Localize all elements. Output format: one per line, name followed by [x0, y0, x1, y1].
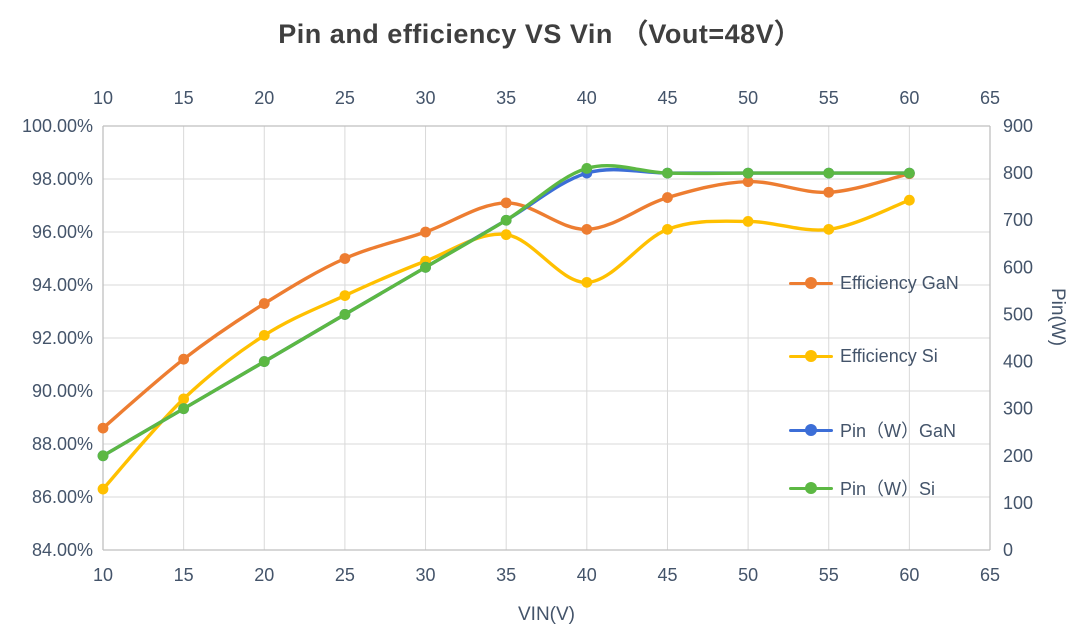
x-axis-bottom-tick-label: 10: [93, 565, 113, 585]
y-right-tick-label: 0: [1003, 540, 1013, 560]
y-right-tick-label: 400: [1003, 352, 1033, 372]
data-point-0: [662, 192, 673, 203]
data-point-1: [903, 194, 915, 206]
data-point-0: [258, 298, 270, 309]
x-axis-top-tick-label: 10: [93, 88, 113, 108]
y-right-tick-label: 700: [1003, 210, 1033, 230]
data-point-1: [258, 329, 270, 341]
data-point-3: [258, 356, 270, 367]
data-point-0: [742, 176, 754, 188]
y-right-tick-label: 500: [1003, 304, 1033, 324]
x-axis-top-tick-label: 30: [416, 88, 436, 108]
data-point-3: [420, 261, 431, 273]
data-point-3: [662, 167, 673, 179]
y-left-tick-label: 84.00%: [32, 540, 93, 560]
y-right-tick-label: 200: [1003, 446, 1033, 466]
x-axis-bottom-tick-label: 65: [980, 565, 1000, 585]
x-axis-bottom-tick-label: 35: [496, 565, 516, 585]
x-axis-bottom-tick-label: 40: [577, 565, 597, 585]
x-axis-bottom-tick-label: 15: [174, 565, 194, 585]
y-right-tick-label: 100: [1003, 493, 1033, 513]
data-point-3: [742, 167, 754, 179]
y-left-tick-label: 92.00%: [32, 328, 93, 348]
x-axis-bottom-tick-label: 55: [819, 565, 839, 585]
data-point-3: [178, 403, 190, 415]
data-point-1: [742, 216, 754, 227]
x-axis-top-tick-label: 35: [496, 88, 516, 108]
data-point-1: [823, 223, 835, 235]
data-point-1: [178, 393, 190, 405]
data-point-3: [500, 214, 512, 226]
chart-title: Pin and efficiency VS Vin （Vout=48V）: [278, 19, 802, 49]
data-point-3: [903, 167, 915, 179]
y-left-tick-label: 98.00%: [32, 169, 93, 189]
y-left-tick-label: 88.00%: [32, 434, 93, 454]
y-right-tick-label: 800: [1003, 163, 1033, 183]
y-right-tick-label: 900: [1003, 116, 1033, 136]
x-axis-bottom-tick-label: 60: [899, 565, 919, 585]
x-axis-bottom-tick-label: 30: [416, 565, 436, 585]
y-left-tick-label: 96.00%: [32, 222, 93, 242]
x-axis-top-tick-label: 60: [899, 88, 919, 108]
data-point-0: [581, 223, 593, 235]
y-left-tick-label: 90.00%: [32, 381, 93, 401]
data-point-1: [581, 276, 593, 288]
data-point-1: [339, 290, 351, 301]
x-axis-top-tick-label: 45: [657, 88, 677, 108]
data-point-0: [420, 226, 431, 238]
y-right-axis-title: Pin(W): [1047, 288, 1068, 347]
data-point-3: [823, 167, 835, 179]
x-axis-top-tick-label: 65: [980, 88, 1000, 108]
x-axis-bottom-tick-label: 50: [738, 565, 758, 585]
x-axis-top-tick-label: 55: [819, 88, 839, 108]
x-axis-top-tick-label: 20: [254, 88, 274, 108]
data-point-0: [339, 253, 351, 264]
data-point-3: [581, 163, 593, 174]
x-axis-bottom-tick-label: 25: [335, 565, 355, 585]
x-axis-title: VIN(V): [518, 604, 575, 625]
x-axis-top-tick-label: 50: [738, 88, 758, 108]
data-point-1: [500, 229, 512, 241]
x-axis-bottom-tick-label: 20: [254, 565, 274, 585]
y-left-tick-label: 94.00%: [32, 275, 93, 295]
x-axis-top-tick-label: 25: [335, 88, 355, 108]
x-axis-top-tick-label: 40: [577, 88, 597, 108]
data-point-0: [178, 353, 190, 365]
data-point-1: [662, 223, 673, 235]
data-point-0: [823, 186, 835, 198]
data-point-3: [339, 309, 351, 320]
y-right-tick-label: 600: [1003, 257, 1033, 277]
x-axis-top-tick-label: 15: [174, 88, 194, 108]
data-point-0: [97, 422, 109, 434]
y-right-tick-label: 300: [1003, 399, 1033, 419]
y-left-tick-label: 100.00%: [22, 116, 93, 136]
data-point-0: [500, 197, 512, 209]
data-point-3: [97, 450, 109, 462]
x-axis-bottom-tick-label: 45: [657, 565, 677, 585]
data-point-1: [97, 483, 109, 495]
y-left-tick-label: 86.00%: [32, 487, 93, 507]
